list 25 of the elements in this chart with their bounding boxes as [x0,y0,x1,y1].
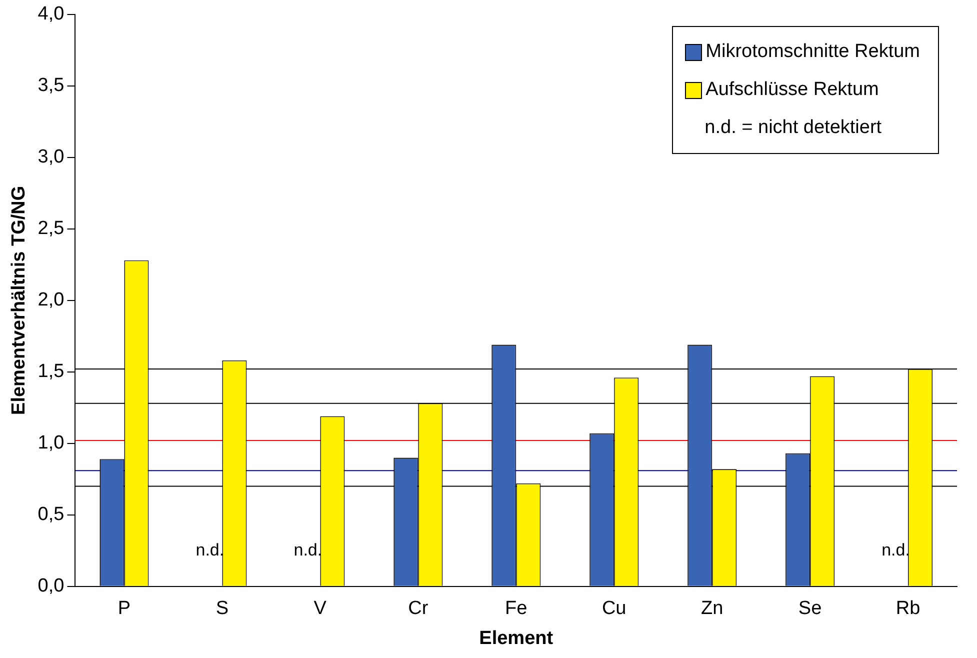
legend-label: Aufschlüsse Rektum [706,79,879,102]
y-tick-label: 3,0 [38,146,64,168]
y-tick-label: 1,0 [38,432,64,454]
x-tick-label: Fe [505,598,528,620]
x-tick-label: V [314,598,327,620]
y-tick-label: 1,5 [38,361,64,382]
x-tick-label: S [216,598,229,620]
y-tick-label: 0,0 [38,576,64,597]
y-tick-label: 4,0 [38,4,64,25]
x-axis-title: Element [479,628,554,649]
annotation: n.d. [294,540,322,560]
y-tick-label: 2,5 [38,218,64,240]
x-tick-label: Cr [408,598,429,620]
x-tick-label: Rb [896,598,920,620]
y-tick-label: 0,5 [38,504,64,526]
y-axis-title: Elementverhältnis TG/NG [8,186,30,415]
x-tick-label: Zn [700,598,724,620]
legend-label: Mikrotomschnitte Rektum [706,41,920,64]
x-tick-label: Cu [602,598,626,620]
annotation: n.d. = nicht detektiert [704,117,883,140]
x-tick-label: Se [798,598,822,620]
y-tick-label: 3,5 [38,75,64,96]
y-tick-label: 2,0 [38,290,64,311]
x-tick-label: P [118,598,131,620]
annotation: n.d. [196,540,224,560]
